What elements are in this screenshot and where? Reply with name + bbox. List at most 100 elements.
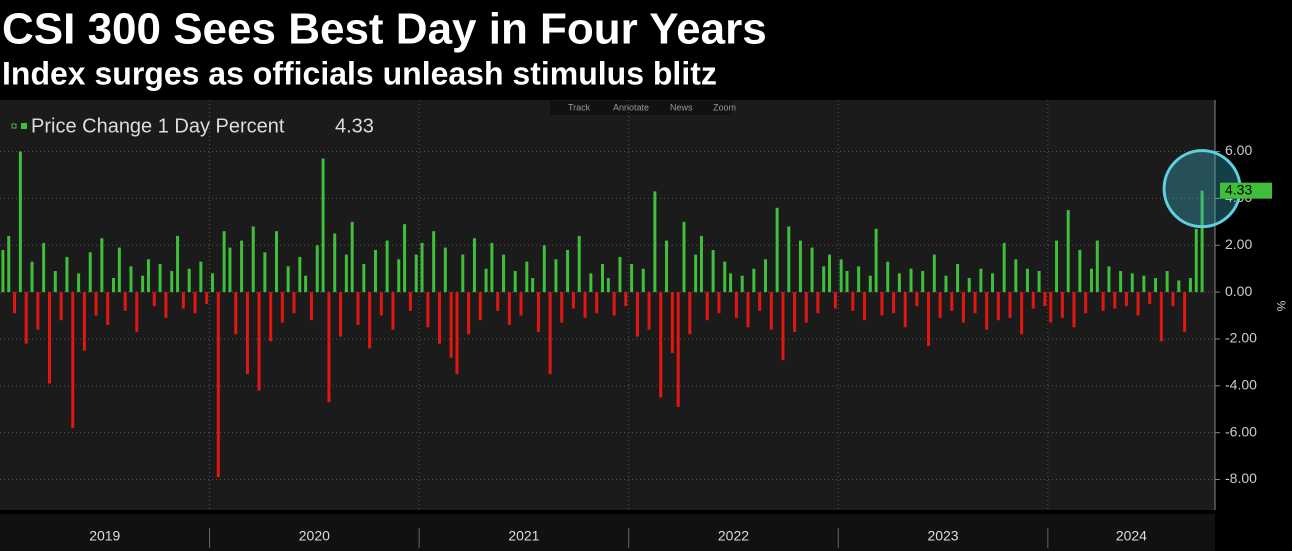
- bar: [542, 245, 546, 293]
- bar: [769, 292, 773, 330]
- bar: [490, 242, 494, 293]
- toolbar-button[interactable]: Zoom: [713, 102, 736, 112]
- bar: [775, 207, 779, 293]
- bar: [199, 261, 203, 293]
- bar: [426, 292, 430, 328]
- bar: [339, 292, 343, 337]
- bar: [356, 292, 360, 325]
- bar: [909, 268, 913, 293]
- legend-label: Price Change 1 Day Percent: [31, 115, 285, 137]
- bar: [996, 292, 1000, 321]
- bar: [624, 292, 628, 307]
- bar: [635, 292, 639, 337]
- bar: [88, 252, 92, 293]
- bar: [810, 247, 814, 293]
- bar: [53, 271, 57, 293]
- bar: [956, 264, 960, 293]
- toolbar: [550, 101, 732, 115]
- bar: [420, 242, 424, 293]
- y-tick-label: 0.00: [1225, 283, 1252, 299]
- bar: [717, 292, 721, 314]
- bar: [1089, 268, 1093, 293]
- bar: [65, 256, 69, 293]
- bar: [845, 271, 849, 293]
- bar: [1136, 292, 1140, 316]
- bar: [1049, 292, 1053, 323]
- bar: [874, 228, 878, 293]
- bar: [1113, 292, 1117, 309]
- bar: [1165, 271, 1169, 293]
- bar: [781, 292, 785, 361]
- bar: [1095, 240, 1099, 293]
- bar: [973, 292, 977, 314]
- bar: [496, 292, 500, 311]
- bar: [240, 240, 244, 293]
- bar: [519, 292, 523, 316]
- toolbar-button[interactable]: News: [670, 102, 693, 112]
- bar: [851, 292, 855, 311]
- bar: [379, 292, 383, 316]
- bar: [1078, 249, 1082, 293]
- bar: [152, 292, 156, 307]
- bar: [1177, 280, 1181, 293]
- bar: [1183, 292, 1187, 332]
- bar: [804, 292, 808, 323]
- bar: [606, 278, 610, 293]
- bar: [1002, 242, 1006, 293]
- bar: [205, 292, 209, 304]
- bar: [822, 266, 826, 293]
- bar: [560, 292, 564, 323]
- bar: [100, 238, 104, 293]
- last-value-tag: [1220, 182, 1272, 199]
- bar: [734, 292, 738, 318]
- bar: [525, 261, 529, 293]
- bar: [612, 292, 616, 316]
- bar: [228, 247, 232, 293]
- bar: [123, 292, 127, 311]
- bar: [711, 249, 715, 293]
- bar: [257, 292, 261, 391]
- bar: [793, 292, 797, 332]
- bar: [758, 292, 762, 311]
- bar: [385, 240, 389, 293]
- bar: [193, 292, 197, 314]
- x-tick-label: 2021: [508, 528, 539, 544]
- bar: [659, 292, 663, 398]
- bar: [746, 292, 750, 328]
- bar: [897, 273, 901, 293]
- bar: [647, 292, 651, 330]
- bar: [682, 221, 686, 293]
- bar: [601, 264, 604, 293]
- bar: [414, 254, 418, 293]
- bar: [595, 292, 599, 314]
- bar: [1060, 292, 1064, 318]
- toolbar-button[interactable]: Track: [568, 102, 591, 112]
- bar: [880, 292, 884, 316]
- bar: [950, 292, 954, 311]
- bar: [333, 233, 337, 293]
- bar: [1008, 292, 1012, 318]
- x-tick-label: 2024: [1116, 528, 1147, 544]
- bar: [1037, 271, 1041, 293]
- bar: [583, 292, 587, 318]
- bar: [1025, 268, 1029, 293]
- bar: [71, 292, 75, 428]
- bar: [577, 235, 581, 293]
- bar: [455, 292, 459, 375]
- bar: [1124, 292, 1128, 307]
- bar: [723, 261, 727, 293]
- bar: [187, 268, 191, 293]
- bar: [36, 292, 40, 330]
- bar: [77, 273, 81, 293]
- bar: [112, 278, 116, 293]
- bar: [921, 271, 925, 293]
- bar: [443, 247, 447, 293]
- bar: [589, 273, 593, 293]
- bar: [961, 292, 965, 323]
- bar: [1031, 292, 1035, 309]
- bar: [484, 268, 488, 293]
- toolbar-button[interactable]: Annotate: [613, 102, 649, 112]
- bar: [82, 292, 86, 351]
- bar: [903, 292, 907, 328]
